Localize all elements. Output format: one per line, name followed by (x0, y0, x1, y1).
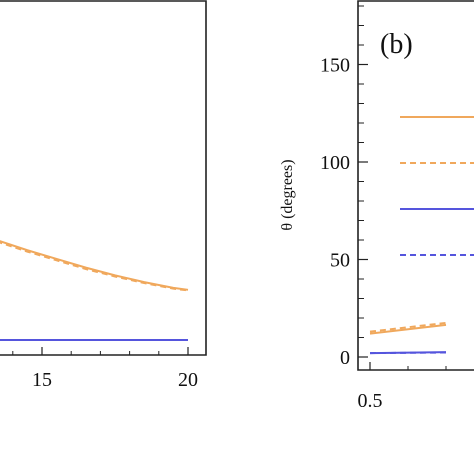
panel-b-series-2-line (369, 321, 447, 333)
panel-b-x-tick-label-0: 0.5 (358, 390, 383, 412)
panel-a-plot (0, 240, 189, 341)
panel-a-x-ticks: 15 20 (12, 347, 198, 391)
panel-b-plot (369, 321, 447, 355)
panel-b: (b) θ (degrees) 0 50 100 150 0.50 (279, 0, 474, 412)
panel-b-y-tick-label-100: 100 (320, 152, 350, 174)
panel-b-label: (b) (380, 29, 413, 60)
panel-a-x-tick-label-15: 15 (32, 369, 52, 391)
panel-a-x-tick-label-20: 20 (178, 369, 198, 391)
panel-b-frame (357, 0, 474, 371)
panel-b-x-ticks: 0.50 (358, 362, 447, 412)
panel-a-series-1-line (0, 240, 189, 291)
panel-a: 15 20 (0, 0, 207, 391)
panel-b-legend (400, 116, 474, 256)
panel-a-frame (0, 0, 207, 356)
panel-b-y-ticks: 0 50 100 150 (320, 5, 368, 369)
panel-b-y-tick-label-50: 50 (330, 250, 350, 272)
panel-b-y-axis-label: θ (degrees) (279, 159, 296, 230)
panel-b-series-1-line (369, 323, 447, 335)
panel-a-series-2-line (0, 241, 189, 292)
panel-b-y-tick-label-0: 0 (340, 347, 350, 369)
panel-b-y-tick-label-150: 150 (320, 55, 350, 77)
panel-b-series-4-line (369, 351, 447, 355)
